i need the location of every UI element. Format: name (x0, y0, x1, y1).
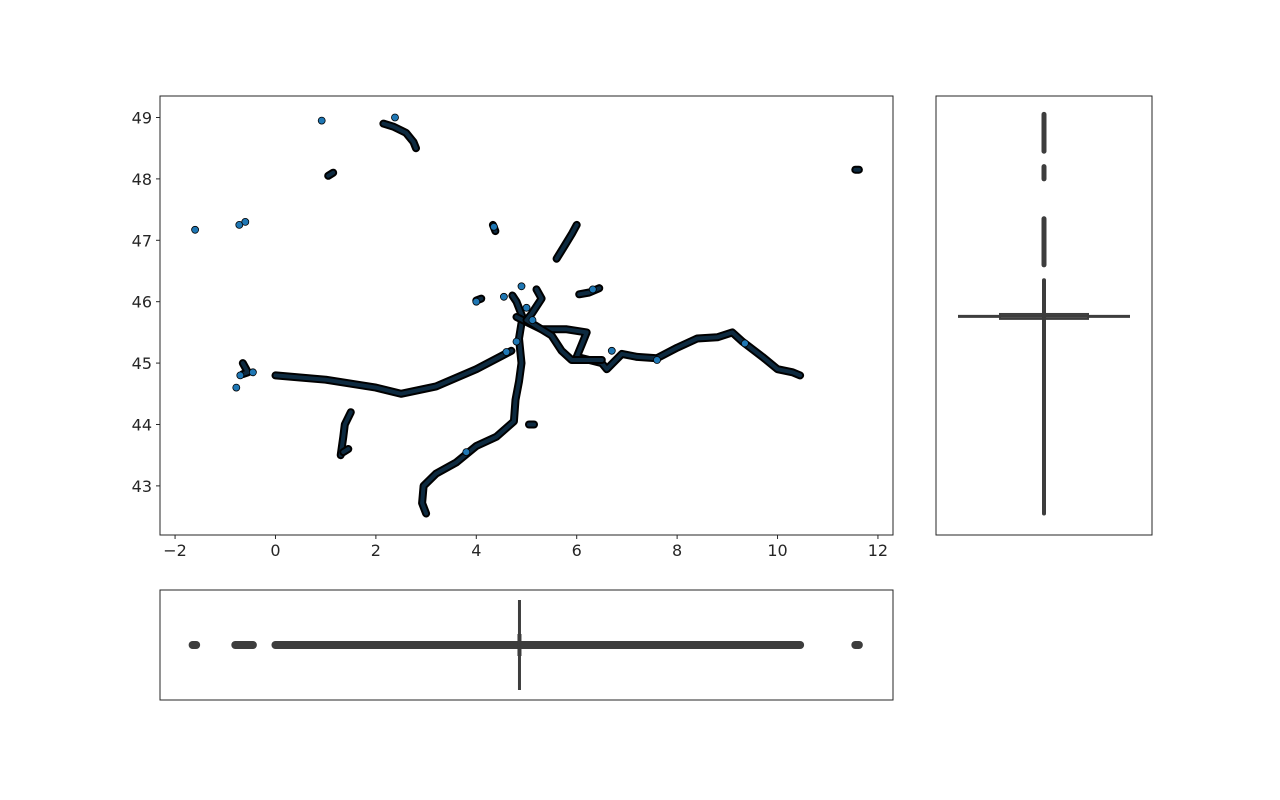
y-marginal-boxplot (935, 95, 1153, 536)
scatter-point (512, 337, 521, 346)
scatter-point (528, 316, 537, 325)
y-tick-label: 45 (132, 354, 152, 373)
scatter-point (462, 448, 471, 457)
y-axis-ticks: 43 44 45 46 47 48 49 (132, 108, 160, 496)
scatter-track-core (524, 287, 604, 362)
scatter-point (517, 282, 526, 291)
scatter-track-core (273, 348, 514, 396)
scatter-point (248, 368, 257, 377)
scatter-point (653, 356, 661, 364)
scatter-point (522, 303, 531, 312)
scatter-point (489, 222, 498, 231)
scatter-track-core (341, 447, 351, 455)
y-tick-label: 47 (132, 231, 152, 250)
x-tick-label: 0 (270, 541, 280, 560)
scatter-point (232, 383, 241, 392)
scatter-track-core (338, 410, 353, 458)
x-tick-label: 10 (767, 541, 787, 560)
scatter-track-series (238, 119, 863, 518)
x-axis-ticks: −2 0 2 4 6 8 10 12 (163, 535, 888, 560)
y-tick-label: 46 (132, 293, 152, 312)
scatter-point (607, 346, 616, 355)
scatter-track-core (420, 293, 525, 516)
y-tick-label: 48 (132, 170, 152, 189)
scatter-point (235, 220, 244, 229)
scatter-track-core (514, 315, 803, 378)
x-marginal-boxplot (159, 589, 894, 701)
scatter-point (241, 217, 250, 226)
scatter-point (191, 225, 200, 234)
x-tick-label: 12 (868, 541, 888, 560)
x-marginal-box (188, 600, 863, 690)
scatter-point (499, 292, 508, 301)
scatter-track-core (240, 361, 250, 377)
x-tick-label: −2 (163, 541, 187, 560)
scatter-point (741, 339, 749, 348)
scatter-track-core (554, 222, 579, 261)
y-tick-label: 43 (132, 477, 152, 496)
x-tick-label: 6 (572, 541, 582, 560)
scatter-track-core (381, 121, 418, 151)
y-tick-label: 49 (132, 108, 152, 127)
scatter-point (502, 348, 511, 356)
x-tick-label: 4 (471, 541, 481, 560)
y-marginal-box (958, 111, 1130, 516)
y-tick-label: 44 (132, 415, 152, 434)
scatter-points (191, 113, 749, 457)
x-tick-label: 8 (672, 541, 682, 560)
scatter-point (391, 113, 399, 122)
scatter-point (472, 297, 481, 306)
x-tick-label: 2 (371, 541, 381, 560)
scatter-point (588, 285, 597, 294)
scatter-point (236, 371, 245, 380)
scatter-track-core (326, 170, 336, 178)
scatter-point (317, 116, 326, 125)
